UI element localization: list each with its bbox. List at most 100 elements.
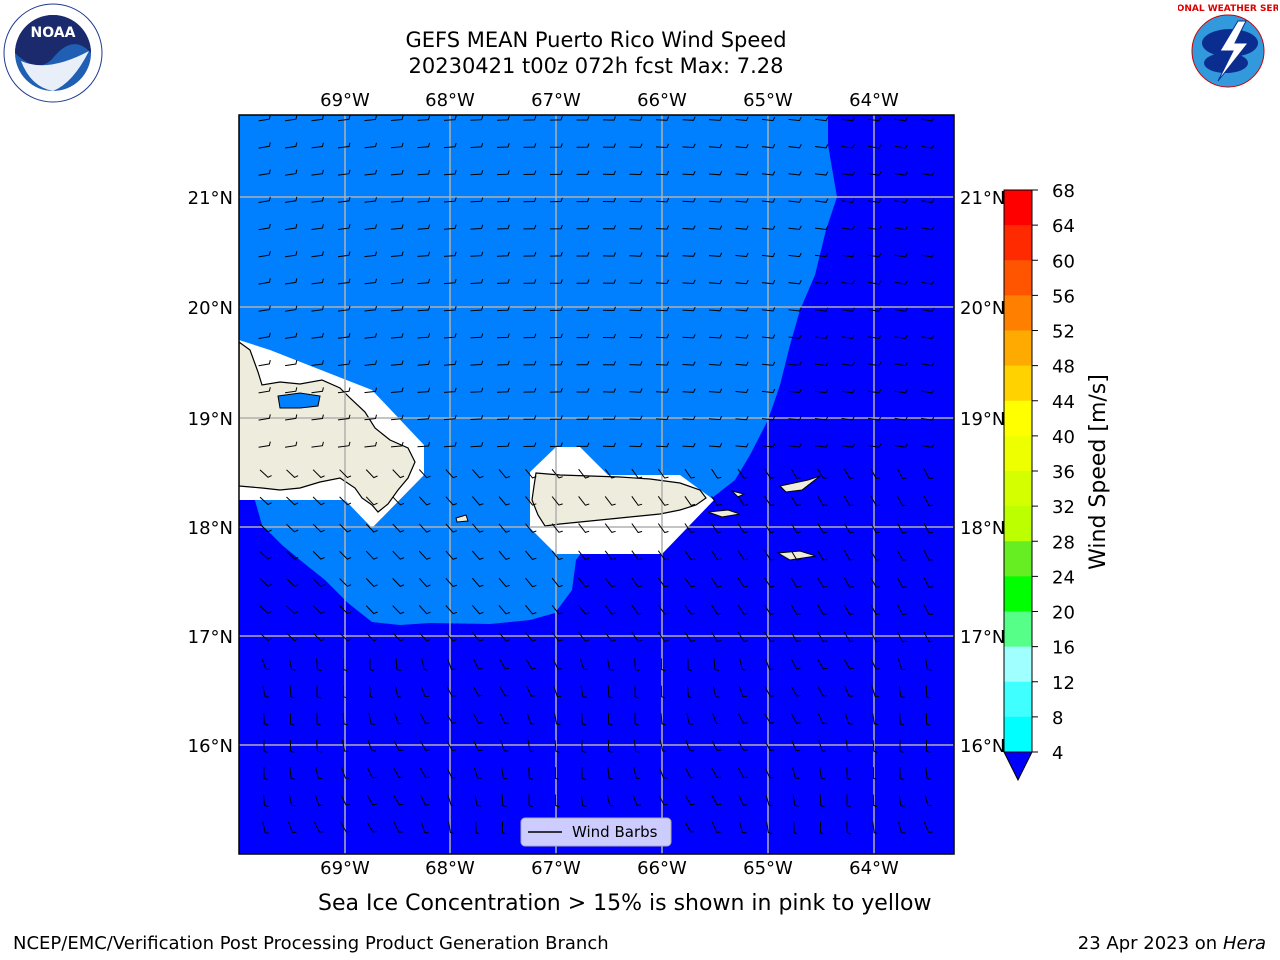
wind-barb xyxy=(578,496,590,506)
wind-barb xyxy=(899,767,905,781)
wind-barb xyxy=(682,415,696,421)
wind-barb xyxy=(632,794,641,806)
wind-barb xyxy=(580,685,588,698)
wind-barb xyxy=(259,632,272,642)
date-value: 23 Apr 2023 on xyxy=(1077,933,1218,954)
wind-barb xyxy=(872,712,879,726)
wind-barb xyxy=(470,142,484,148)
wind-barb xyxy=(417,387,431,393)
wind-barb xyxy=(526,685,536,697)
wind-barb xyxy=(417,278,431,285)
wind-barb xyxy=(443,278,457,285)
wind-barb xyxy=(390,333,404,339)
wind-barb xyxy=(872,821,879,835)
colorbar-tick-label: 20 xyxy=(1052,603,1075,624)
wind-barb xyxy=(446,767,456,779)
wind-barb xyxy=(337,196,351,203)
wind-barb xyxy=(288,821,297,833)
wind-barb xyxy=(418,632,431,642)
wind-barb xyxy=(708,170,723,176)
wind-barb xyxy=(286,605,299,614)
wind-barb xyxy=(790,604,801,615)
wind-barb xyxy=(894,280,908,285)
wind-barb xyxy=(921,226,935,231)
wind-barb xyxy=(367,740,376,752)
wind-barb xyxy=(841,443,855,448)
wind-barb xyxy=(682,225,696,230)
colorbar-tick-label: 40 xyxy=(1052,427,1075,448)
wind-barb xyxy=(472,523,484,533)
wind-barb xyxy=(868,117,882,122)
wind-barb xyxy=(316,740,322,753)
wind-barb xyxy=(365,523,378,533)
wind-barb xyxy=(285,332,298,339)
wind-barb xyxy=(735,415,749,421)
wind-barb xyxy=(420,685,429,697)
wind-barb xyxy=(685,740,695,752)
wind-barb xyxy=(708,415,723,421)
wind-barb xyxy=(843,495,854,507)
wind-barb xyxy=(868,225,882,231)
wind-barb xyxy=(315,767,323,780)
wind-barb xyxy=(764,550,775,561)
wind-barb xyxy=(708,442,723,448)
wind-barb xyxy=(578,577,590,588)
wind-barb xyxy=(262,685,270,698)
wind-barb xyxy=(657,632,669,642)
map-subtitle: 20230421 t00z 072h fcst Max: 7.28 xyxy=(408,54,784,78)
wind-barb xyxy=(870,468,881,479)
wind-barb xyxy=(761,334,776,339)
wind-barb xyxy=(764,767,774,779)
wind-barb xyxy=(395,658,401,672)
wind-barb xyxy=(819,794,825,808)
wind-barb xyxy=(788,144,802,149)
wind-barb xyxy=(551,577,563,588)
wind-barb xyxy=(633,740,640,753)
wind-barb xyxy=(870,495,881,507)
wind-barb xyxy=(925,740,931,753)
colorbar-segment xyxy=(1004,225,1032,261)
wind-barb xyxy=(285,387,298,394)
wind-barb xyxy=(576,442,590,447)
wind-barb xyxy=(602,415,616,420)
wind-barb xyxy=(602,197,616,203)
wind-barb xyxy=(814,443,829,448)
wind-barb xyxy=(289,767,295,780)
wind-barb xyxy=(337,224,351,230)
wind-barb xyxy=(576,360,590,366)
wind-barb xyxy=(339,550,352,560)
wind-barb xyxy=(443,224,457,230)
wind-barb xyxy=(923,495,934,507)
wind-barb xyxy=(472,632,484,642)
wind-barb xyxy=(498,605,510,615)
wind-barb xyxy=(629,170,643,176)
wind-barb xyxy=(792,767,800,779)
wind-barb xyxy=(578,632,590,642)
wind-barb xyxy=(554,794,560,808)
wind-barb xyxy=(655,170,670,176)
wind-barb xyxy=(551,604,563,615)
colorbar-segment xyxy=(1004,471,1032,507)
wind-barb xyxy=(711,604,722,615)
wind-barb xyxy=(923,522,934,534)
map-frame xyxy=(238,114,955,855)
wind-barb xyxy=(841,280,855,285)
wind-barb xyxy=(708,388,723,393)
wind-barb xyxy=(788,116,802,122)
lat-tick-right: 21°N xyxy=(960,188,1005,209)
wind-barb xyxy=(367,767,377,779)
wind-barb xyxy=(554,740,560,753)
lat-tick-left: 16°N xyxy=(188,736,233,757)
wind-barb xyxy=(761,171,776,176)
wind-barb xyxy=(578,523,590,533)
wind-barb xyxy=(496,333,510,339)
wind-barb xyxy=(496,387,510,393)
wind-barb xyxy=(711,468,722,479)
wind-barb xyxy=(843,522,854,534)
wind-barb xyxy=(761,116,776,122)
wind-barb xyxy=(496,279,510,284)
wind-barb xyxy=(339,578,352,587)
nws-logo-text: NATIONAL WEATHER SERVICE xyxy=(1178,4,1278,14)
wind-barb xyxy=(737,468,749,479)
map-title: GEFS MEAN Puerto Rico Wind Speed xyxy=(405,28,787,52)
